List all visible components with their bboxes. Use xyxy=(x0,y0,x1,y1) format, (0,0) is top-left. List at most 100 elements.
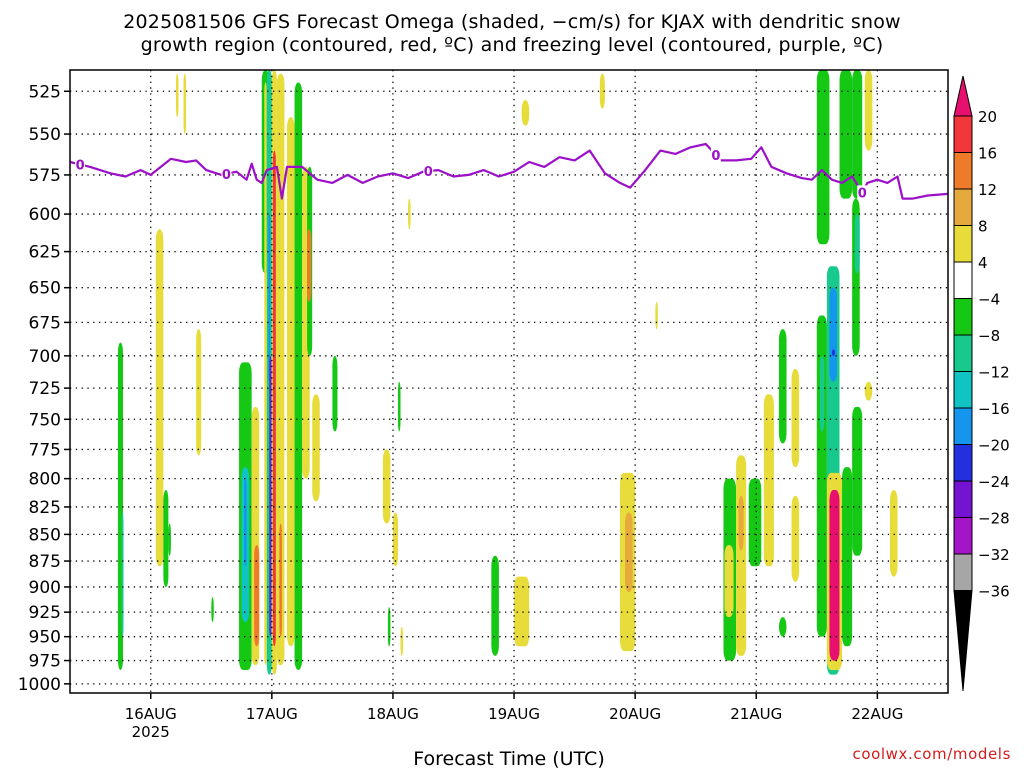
omega-region-17 xyxy=(268,214,271,382)
y-tick-label-525: 525 xyxy=(29,82,61,102)
colorbar-bottom-arrow xyxy=(953,590,973,692)
x-tick-label-22AUG: 22AUG xyxy=(851,705,903,723)
freezing-label-bg-1 xyxy=(221,166,232,181)
freezing-label-bg-4 xyxy=(857,185,868,200)
omega-region-27 xyxy=(307,229,312,302)
y-tick-label-775: 775 xyxy=(29,440,61,460)
plot-border xyxy=(69,69,949,694)
colorbar-label-8: −16 xyxy=(978,400,1010,418)
omega-region-1 xyxy=(121,512,124,637)
colorbar-label-0: 20 xyxy=(978,108,997,126)
omega-region-45 xyxy=(736,455,747,656)
omega-region-47 xyxy=(748,478,762,567)
freezing-label-bg-2 xyxy=(423,164,434,179)
colorbar-label-9: −20 xyxy=(978,437,1010,455)
y-tick-label-675: 675 xyxy=(29,313,61,333)
y-tick-label-950: 950 xyxy=(29,628,61,648)
omega-region-21 xyxy=(276,73,285,666)
omega-region-50 xyxy=(778,617,787,637)
colorbar-bin-4 xyxy=(953,261,973,299)
omega-region-23 xyxy=(286,117,295,647)
colorbar-label-12: −32 xyxy=(978,546,1010,564)
omega-region-28 xyxy=(312,394,320,502)
x-tick-label-19AUG: 19AUG xyxy=(488,705,540,723)
omega-region-30 xyxy=(382,449,391,524)
y-tick-label-975: 975 xyxy=(29,652,61,672)
colorbar-label-5: −4 xyxy=(978,291,1000,309)
y-tick-label-750: 750 xyxy=(29,410,61,430)
freezing-label-3: 0 xyxy=(711,149,720,164)
y-tick-label-625: 625 xyxy=(29,243,61,263)
y-tick-label-900: 900 xyxy=(29,578,61,598)
omega-region-53 xyxy=(816,70,830,245)
omega-region-49 xyxy=(778,329,787,444)
colorbar-bin-11 xyxy=(953,517,973,555)
x-tick-sublabel: 2025 xyxy=(132,723,170,741)
omega-region-3 xyxy=(163,490,169,587)
y-tick-label-875: 875 xyxy=(29,552,61,572)
omega-region-63 xyxy=(852,70,863,199)
y-axis: 525 550 575 600 625 650 675 700 725 750 775 800 825 8… xyxy=(18,82,70,695)
omega-region-44 xyxy=(724,545,734,618)
colorbar-label-1: 16 xyxy=(978,145,997,163)
omega-region-55 xyxy=(819,355,825,432)
omega-region-11 xyxy=(244,478,247,567)
omega-region-39 xyxy=(599,73,605,109)
omega-shading xyxy=(117,70,898,675)
omega-region-8 xyxy=(211,597,214,623)
grid-lines xyxy=(70,70,948,693)
colorbar-bin-12 xyxy=(953,553,973,591)
colorbar-bin-7 xyxy=(953,371,973,409)
y-tick-label-825: 825 xyxy=(29,498,61,518)
colorbar-label-7: −12 xyxy=(978,364,1010,382)
colorbar-label-2: 12 xyxy=(978,181,997,199)
colorbar-top-arrow xyxy=(953,75,973,117)
omega-region-18 xyxy=(269,355,272,637)
omega-region-58 xyxy=(831,349,835,356)
freezing-label-2: 0 xyxy=(424,165,433,180)
omega-region-20 xyxy=(272,150,276,647)
omega-region-37 xyxy=(521,99,530,126)
omega-region-66 xyxy=(852,406,863,556)
omega-region-32 xyxy=(397,381,401,432)
chart-title-line-2: growth region (contoured, red, ºC) and f… xyxy=(140,34,884,56)
omega-region-5 xyxy=(175,73,179,118)
omega-region-69 xyxy=(889,490,898,577)
omega-region-29 xyxy=(332,355,338,432)
colorbar-bin-3 xyxy=(953,225,973,263)
omega-region-62 xyxy=(842,467,853,647)
omega-region-38 xyxy=(514,576,530,647)
x-tick-label-21AUG: 21AUG xyxy=(730,705,782,723)
y-tick-label-650: 650 xyxy=(29,279,61,299)
credit-text[interactable]: coolwx.com/models xyxy=(852,745,1011,763)
omega-region-4 xyxy=(168,523,171,556)
freezing-label-bg-0 xyxy=(75,157,86,172)
omega-region-35 xyxy=(408,198,411,230)
omega-region-42 xyxy=(655,301,658,330)
y-tick-label-575: 575 xyxy=(29,166,61,186)
omega-region-13 xyxy=(254,545,260,647)
omega-region-46 xyxy=(738,495,744,551)
y-tick-label-1000: 1000 xyxy=(18,675,61,695)
y-tick-label-725: 725 xyxy=(29,379,61,399)
freezing-label-bg-3 xyxy=(710,147,721,162)
omega-region-67 xyxy=(864,70,873,151)
colorbar-label-10: −24 xyxy=(978,473,1010,491)
colorbar-bin-10 xyxy=(953,480,973,518)
freezing-level-line xyxy=(69,142,949,200)
omega-region-52 xyxy=(791,495,800,582)
colorbar-bin-0 xyxy=(953,115,973,153)
y-tick-label-800: 800 xyxy=(29,470,61,490)
chart-title-line-1: 2025081506 GFS Forecast Omega (shaded, −… xyxy=(123,11,901,33)
y-tick-label-925: 925 xyxy=(29,603,61,623)
omega-region-34 xyxy=(400,626,404,656)
omega-region-61 xyxy=(839,70,853,199)
omega-region-33 xyxy=(387,607,391,647)
colorbar: 20 16 12 8 4 −4 −8 −12 −16 −20 −24 −28 −32 −36 xyxy=(953,75,1010,692)
colorbar-label-6: −8 xyxy=(978,327,1000,345)
omega-region-7 xyxy=(196,329,202,456)
colorbar-label-11: −28 xyxy=(978,510,1010,528)
omega-region-31 xyxy=(392,512,398,567)
